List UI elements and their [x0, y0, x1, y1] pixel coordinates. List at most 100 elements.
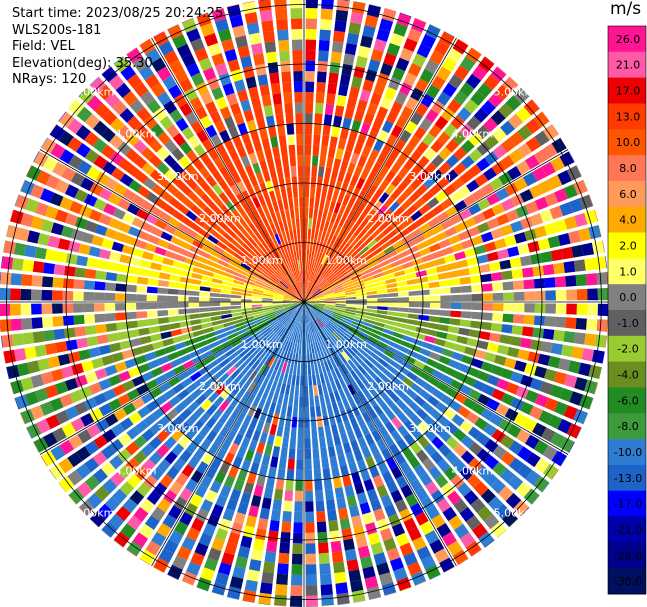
ray-57	[304, 302, 350, 606]
ray-21	[304, 165, 582, 302]
range-label-3-0: 3.00km	[157, 170, 199, 183]
ray-109	[139, 38, 304, 302]
azimuth-line-150	[303, 301, 457, 567]
range-label-4-1: 4.00km	[452, 128, 494, 141]
ray-6	[304, 12, 412, 302]
ray-70	[139, 302, 304, 566]
colorbar-cell-1	[608, 51, 646, 79]
ray-28	[304, 272, 609, 302]
ray-102	[58, 111, 304, 302]
azimuth-lines	[0, 0, 609, 607]
ray-49	[304, 302, 469, 566]
ray-65	[211, 302, 304, 597]
ray-101	[49, 124, 304, 302]
colorbar-cell-8	[608, 232, 646, 259]
ray-23	[304, 194, 594, 302]
ray-45	[304, 302, 519, 528]
colorbar-cell-17	[608, 464, 646, 492]
ray-118	[274, 0, 304, 302]
ray-13	[304, 66, 507, 302]
ray-62	[258, 302, 304, 606]
azimuth-line-330	[151, 37, 305, 303]
ray-35	[304, 302, 599, 395]
ray-51	[304, 302, 441, 580]
ray-5	[304, 7, 397, 302]
ray-99	[33, 151, 304, 302]
ray-81	[26, 302, 304, 439]
azimuth-line-300	[39, 149, 305, 303]
ray-34	[304, 302, 602, 380]
azimuth-line-30	[303, 37, 457, 303]
ray-106	[101, 66, 304, 302]
ray-114	[211, 7, 304, 302]
ray-95	[9, 209, 304, 302]
colorbar-tick-13: -4.0	[617, 369, 638, 382]
ray-63	[242, 302, 304, 603]
colorbar-tick-8: 2.0	[619, 240, 637, 253]
ray-38	[304, 302, 582, 439]
ray-97	[19, 179, 304, 302]
colorbar-cell-2	[608, 77, 646, 104]
colorbar-tick-19: -21.0	[614, 524, 642, 537]
ray-66	[196, 302, 304, 592]
ray-73	[101, 302, 304, 538]
colorbar-tick-18: -17.0	[614, 498, 642, 511]
ray-41	[304, 302, 559, 480]
ray-85	[6, 302, 304, 380]
colorbar-cell-7	[608, 206, 646, 233]
colorbar-tick-12: -2.0	[617, 343, 638, 356]
ray-113	[196, 12, 304, 302]
ray-56	[304, 302, 366, 603]
colorbar-tick-2: 17.0	[616, 85, 641, 98]
info-panel: Start time: 2023/08/25 20:24:25 WLS200s-…	[12, 6, 223, 89]
ray-44	[304, 302, 530, 517]
ray-9	[304, 31, 455, 302]
colorbar-cell-3	[608, 103, 646, 130]
range-label-3-1: 3.00km	[409, 170, 451, 183]
ray-42	[304, 302, 550, 493]
start-time: Start time: 2023/08/25 20:24:25	[12, 6, 224, 21]
colorbar-cell-4	[608, 129, 646, 156]
instrument-name: WLS200s-181	[12, 22, 102, 38]
range-label-1-3: 1.00km	[325, 338, 367, 351]
ray-20	[304, 151, 575, 302]
colorbar-tick-4: 10.0	[616, 136, 641, 149]
ray-89	[0, 302, 304, 317]
ray-3	[304, 1, 366, 302]
ray-96	[14, 194, 304, 302]
range-label-2-1: 2.00km	[367, 212, 409, 225]
ray-22	[304, 179, 589, 302]
colorbar-cell-21	[608, 568, 646, 595]
ray-78	[49, 302, 304, 480]
ray-69	[153, 302, 304, 573]
ray-94	[6, 224, 304, 302]
range-label-2-3: 2.00km	[367, 380, 409, 393]
ray-61	[274, 302, 304, 607]
range-labels: 1.00km 1.00km 1.00km 1.00km 2.00km 2.00km 2.00…	[73, 86, 535, 520]
ray-10	[304, 38, 469, 302]
azimuth-line-210	[151, 301, 305, 567]
range-label-3-3: 3.00km	[409, 422, 451, 435]
colorbar-cell-15	[608, 413, 646, 440]
ray-103	[68, 99, 304, 302]
ray-92	[0, 256, 304, 302]
ray-1	[304, 0, 334, 302]
ray-48	[304, 302, 482, 557]
range-label-5-0: 5.00km	[73, 86, 115, 99]
ray-17	[304, 111, 550, 302]
ray-90	[0, 287, 304, 302]
colorbar-tick-6: 6.0	[619, 188, 637, 201]
range-label-5-3: 5.00km	[494, 506, 536, 519]
ray-14	[304, 76, 519, 302]
range-label-1-0: 1.00km	[241, 254, 283, 267]
ray-119	[290, 0, 304, 302]
ray-8	[304, 24, 441, 302]
ray-76	[68, 302, 304, 505]
range-label-3-2: 3.00km	[157, 422, 199, 435]
colorbar-tick-9: 1.0	[619, 265, 637, 278]
colorbar-cell-19	[608, 516, 646, 543]
ray-27	[304, 256, 608, 302]
ray-12	[304, 56, 495, 302]
ray-83	[14, 302, 304, 410]
